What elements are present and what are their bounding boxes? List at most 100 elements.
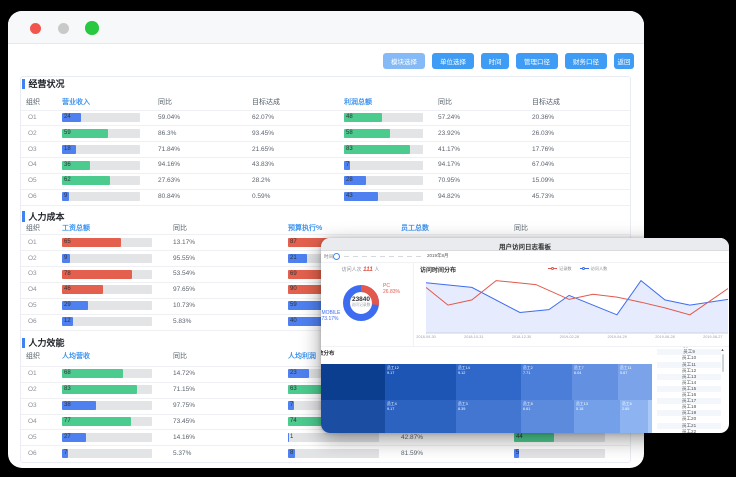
employee-list-row[interactable]: 员工8 xyxy=(657,347,721,349)
bar-value-label: 7 xyxy=(64,449,68,456)
column-header[interactable]: 人均营收 xyxy=(62,353,90,360)
bar-value-label: 58 xyxy=(346,129,353,136)
column-header[interactable]: 营业收入 xyxy=(62,98,90,106)
org-cell: O4 xyxy=(28,417,37,425)
bar-track xyxy=(288,448,379,458)
employee-list-row[interactable]: 员工10 xyxy=(681,355,697,361)
treemap-cell[interactable]: 员工7 6.04 xyxy=(572,364,618,400)
bar-cell xyxy=(288,385,346,394)
donut-label-pc: PC 26.83% xyxy=(383,282,400,295)
employee-list-row[interactable]: 员工11 xyxy=(657,361,721,368)
column-header[interactable]: 利润总额 xyxy=(344,98,372,106)
treemap-cell[interactable]: 员工6 2.65 xyxy=(620,400,648,433)
visits-over-time-line-chart xyxy=(426,279,728,334)
employee-list-row[interactable]: 员工13 xyxy=(657,373,721,380)
time-slider-handle[interactable] xyxy=(333,252,340,260)
legend-item-2[interactable]: 访问人数 xyxy=(579,266,607,272)
employee-list-row[interactable]: 员工15 xyxy=(657,385,721,392)
pct-cell: 17.76% xyxy=(532,145,555,153)
close-window-button[interactable] xyxy=(29,23,41,34)
treemap-cell[interactable]: 员工11 5.67 xyxy=(618,364,652,400)
treemap-cell[interactable]: 员工13 5.18 xyxy=(574,400,620,433)
bar-cell xyxy=(62,301,89,311)
bar-cell xyxy=(288,400,295,410)
employee-list-row[interactable]: 员工20 xyxy=(681,416,697,422)
maximize-window-button[interactable] xyxy=(85,21,99,35)
treemap-cell[interactable] xyxy=(321,364,385,400)
bar-track xyxy=(514,448,605,458)
column-header[interactable]: 预算执行% xyxy=(288,225,323,232)
org-cell: O2 xyxy=(28,254,37,262)
bar-cell xyxy=(288,301,342,311)
bar-value-label: 40 xyxy=(290,318,297,325)
treemap-cell[interactable]: 员工8 6.61 xyxy=(521,400,574,433)
treemap-cell-label: 员工2 7.71 xyxy=(523,366,533,375)
column-header[interactable]: 人均利润 xyxy=(288,353,316,360)
pct-cell: 26.03% xyxy=(532,129,555,137)
row-separator xyxy=(21,141,630,143)
toolbar-button-6[interactable]: 返回 xyxy=(614,53,634,69)
x-axis-label: 2019-08-27 xyxy=(703,334,723,339)
employee-list-row[interactable]: 员工18 xyxy=(681,404,697,410)
employee-list-row[interactable]: 员工19 xyxy=(657,410,721,417)
time-slider-track[interactable] xyxy=(344,255,424,257)
x-axis-label: 2018-12-30 xyxy=(511,334,532,339)
legend-item-1[interactable]: 记录数 xyxy=(548,266,572,272)
treemap-cell[interactable]: 员工3 8.39 xyxy=(456,400,521,433)
bar-cell xyxy=(344,176,367,186)
legend-marker-icon xyxy=(579,266,589,271)
user-access-log-window: 用户访问日志看板 时间 2019年8月 访问人次 111 人 23840 访问记… xyxy=(321,238,729,433)
bar-cell xyxy=(62,432,87,442)
device-share-donut-chart[interactable] xyxy=(341,283,381,323)
employee-list-row[interactable]: 员工16 xyxy=(681,392,697,397)
bar-value-label: 38 xyxy=(64,401,71,408)
bar-value-label: 18 xyxy=(64,145,71,152)
window-titlebar xyxy=(8,11,644,44)
employee-list-row[interactable]: 员工14 xyxy=(681,379,697,385)
bar-cell xyxy=(288,269,351,279)
column-header: 同比 xyxy=(514,225,528,232)
bar-track xyxy=(62,144,140,154)
treemap-cell[interactable]: 员工4 9.17 xyxy=(385,400,456,433)
treemap-cell[interactable]: 员工12 9.17 xyxy=(385,364,456,400)
toolbar-button-5[interactable]: 财务口径 xyxy=(565,53,607,69)
pct-cell: 27.63% xyxy=(158,177,181,185)
bar-cell xyxy=(62,369,124,379)
scrollbar-thumb[interactable] xyxy=(721,354,724,372)
donut-segment-pc[interactable] xyxy=(343,284,379,321)
toolbar-button-1[interactable]: 模块选择 xyxy=(383,53,425,69)
employee-list-row[interactable]: 员工22 xyxy=(681,428,697,433)
toolbar-button-2[interactable]: 单位选择 xyxy=(432,53,474,69)
treemap-cell[interactable]: 员工14 9.12 xyxy=(456,364,521,400)
column-header[interactable]: 员工总数 xyxy=(401,225,429,232)
employee-list-row[interactable]: 员工17 xyxy=(657,398,721,405)
column-header: 目标达成 xyxy=(252,98,280,106)
employee-list-row[interactable]: 员工12 xyxy=(681,367,697,373)
employee-list-scrollbar[interactable]: ▲ xyxy=(721,347,725,433)
employee-list-row[interactable]: 员工21 xyxy=(657,422,721,429)
bar-value-label: 48 xyxy=(346,113,353,120)
bar-value-label: 68 xyxy=(64,370,71,377)
employee-list-row[interactable]: 员工9 xyxy=(657,349,721,356)
treemap-cell[interactable] xyxy=(321,400,385,433)
scroll-up-icon[interactable]: ▲ xyxy=(720,347,725,352)
bar-value-label: 46 xyxy=(64,286,71,293)
treemap-cell-label: 员工4 9.17 xyxy=(387,402,397,411)
employee-list: 员工8员工9员工10员工11员工12员工13员工14员工15员工16员工17员工… xyxy=(657,347,721,433)
minimize-window-button[interactable] xyxy=(57,23,69,34)
treemap-cell-label: 员工13 5.18 xyxy=(576,402,588,411)
divider xyxy=(321,261,729,263)
bar-cell xyxy=(62,160,91,170)
pct-cell: 21.65% xyxy=(252,145,275,153)
bar-value-label: 8 xyxy=(290,449,294,456)
toolbar-button-4[interactable]: 管理口径 xyxy=(516,53,558,69)
bar-track xyxy=(514,432,605,442)
column-header[interactable]: 工资总额 xyxy=(62,225,90,232)
treemap-cell[interactable]: 员工2 7.71 xyxy=(521,364,572,400)
treemap-cell[interactable] xyxy=(648,400,652,433)
bar-value-label: 74 xyxy=(290,417,297,424)
toolbar-button-3[interactable]: 时间 xyxy=(481,53,509,69)
column-header: 同比 xyxy=(173,225,187,232)
bar-value-label: 7 xyxy=(290,401,294,408)
